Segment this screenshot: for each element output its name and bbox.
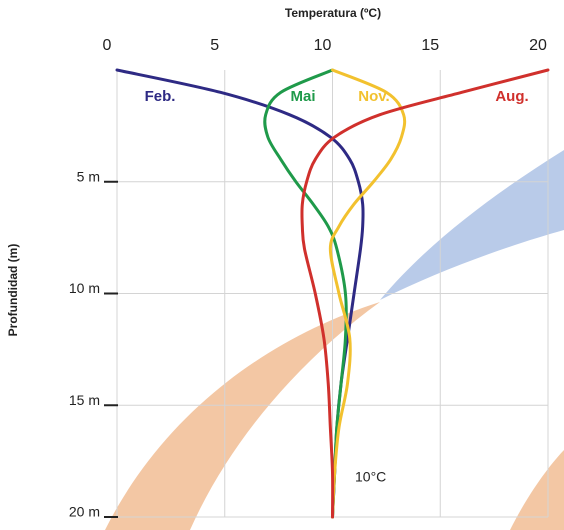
series-label: Feb. [145, 88, 176, 105]
decor-orange-band [105, 302, 380, 530]
annotation: 10°C [355, 469, 386, 485]
chart-title: Temperatura (ºC) [285, 6, 381, 20]
decor-orange-band [510, 450, 564, 530]
series-label: Mai [290, 88, 315, 105]
x-tick-label: 5 [210, 37, 219, 54]
y-axis-label: Profundidad (m) [6, 244, 20, 337]
series-line [263, 68, 348, 519]
x-tick-label: 0 [103, 37, 112, 54]
y-tick-label: 15 m [69, 392, 100, 408]
series-line [300, 68, 550, 519]
series-label: Aug. [495, 88, 528, 105]
y-tick-label: 20 m [69, 504, 100, 520]
series-label: Nov. [358, 88, 389, 105]
y-tick-label: 10 m [69, 280, 100, 296]
series-line [328, 68, 407, 519]
x-tick-label: 20 [529, 37, 547, 54]
decor-blue-band [380, 150, 564, 300]
x-tick-label: 10 [314, 37, 332, 54]
x-tick-label: 15 [421, 37, 439, 54]
y-tick-label: 5 m [77, 168, 100, 184]
